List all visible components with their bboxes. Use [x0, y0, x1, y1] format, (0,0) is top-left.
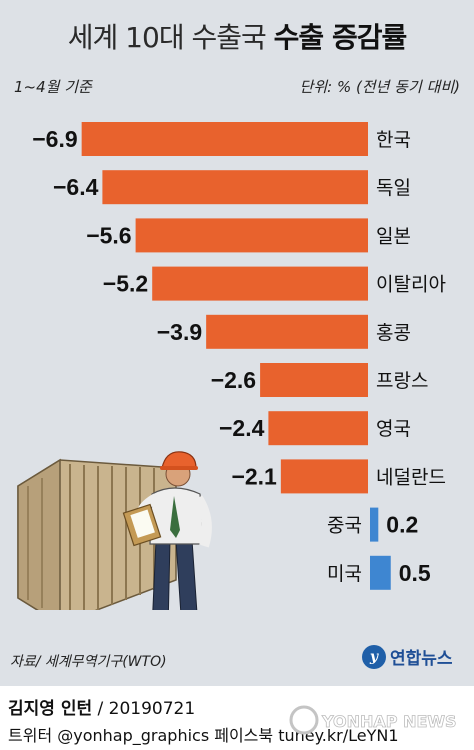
- value-label-네덜란드: −2.1: [231, 463, 277, 489]
- page-title: 세계 10대 수출국 수출 증감률: [0, 16, 474, 56]
- category-label-네덜란드: 네덜란드: [376, 466, 446, 488]
- value-label-프랑스: −2.6: [211, 367, 256, 393]
- category-label-한국: 한국: [376, 129, 411, 151]
- bar-한국: [81, 122, 369, 156]
- bar-이탈리아: [152, 266, 368, 301]
- logo-text: 연합뉴스: [390, 649, 453, 669]
- author-name: 김지영 인턴: [8, 699, 93, 719]
- value-label-영국: −2.4: [219, 415, 265, 441]
- bar-네덜란드: [280, 459, 368, 494]
- bar-프랑스: [260, 363, 368, 397]
- yonhap-y-icon: y: [362, 644, 386, 669]
- bar-홍콩: [206, 314, 368, 349]
- period-note: 1~4월 기준: [14, 78, 92, 96]
- category-label-중국: 중국: [327, 515, 362, 537]
- watermark: YONHAP NEWS: [289, 705, 457, 735]
- bar-일본: [135, 218, 368, 253]
- value-label-중국: 0.2: [386, 512, 418, 538]
- social-credit: 트위터 @yonhap_graphics 페이스북 tuney.kr/LeYN1: [8, 726, 399, 745]
- title-bold: 수출 증감률: [273, 21, 408, 54]
- category-label-홍콩: 홍콩: [376, 322, 411, 344]
- category-label-프랑스: 프랑스: [376, 370, 428, 392]
- category-label-미국: 미국: [327, 563, 362, 585]
- value-label-이탈리아: −5.2: [103, 271, 148, 297]
- bar-중국: [370, 507, 379, 542]
- yonhap-logo: y 연합뉴스: [362, 644, 453, 669]
- category-label-독일: 독일: [376, 177, 411, 199]
- watermark-text: YONHAP NEWS: [321, 712, 457, 731]
- unit-note: 단위: % (전년 동기 대비): [299, 78, 460, 96]
- category-label-일본: 일본: [376, 225, 411, 247]
- value-label-한국: −6.9: [32, 126, 77, 152]
- value-label-일본: −5.6: [86, 222, 131, 248]
- bar-chart: −6.9 한국 −6.4 독일 −5.6 일본 −5.2 이탈리아 −3.9 홍콩 −2.6 프랑스 −…: [17, 122, 446, 610]
- bar-독일: [102, 170, 369, 205]
- bar-영국: [268, 411, 368, 446]
- title-light: 세계 10대 수출국: [67, 21, 267, 54]
- source-note: 자료/ 세계무역기구(WTO): [10, 654, 167, 670]
- value-label-독일: −6.4: [53, 174, 99, 200]
- value-label-미국: 0.5: [399, 560, 431, 586]
- category-label-이탈리아: 이탈리아: [376, 274, 446, 296]
- worker-container-illustration: [17, 451, 212, 610]
- value-label-홍콩: −3.9: [157, 319, 202, 345]
- author-credit: 김지영 인턴 / 20190721: [8, 694, 195, 719]
- author-date: / 20190721: [92, 699, 196, 719]
- bar-미국: [370, 555, 391, 590]
- category-label-영국: 영국: [376, 418, 411, 440]
